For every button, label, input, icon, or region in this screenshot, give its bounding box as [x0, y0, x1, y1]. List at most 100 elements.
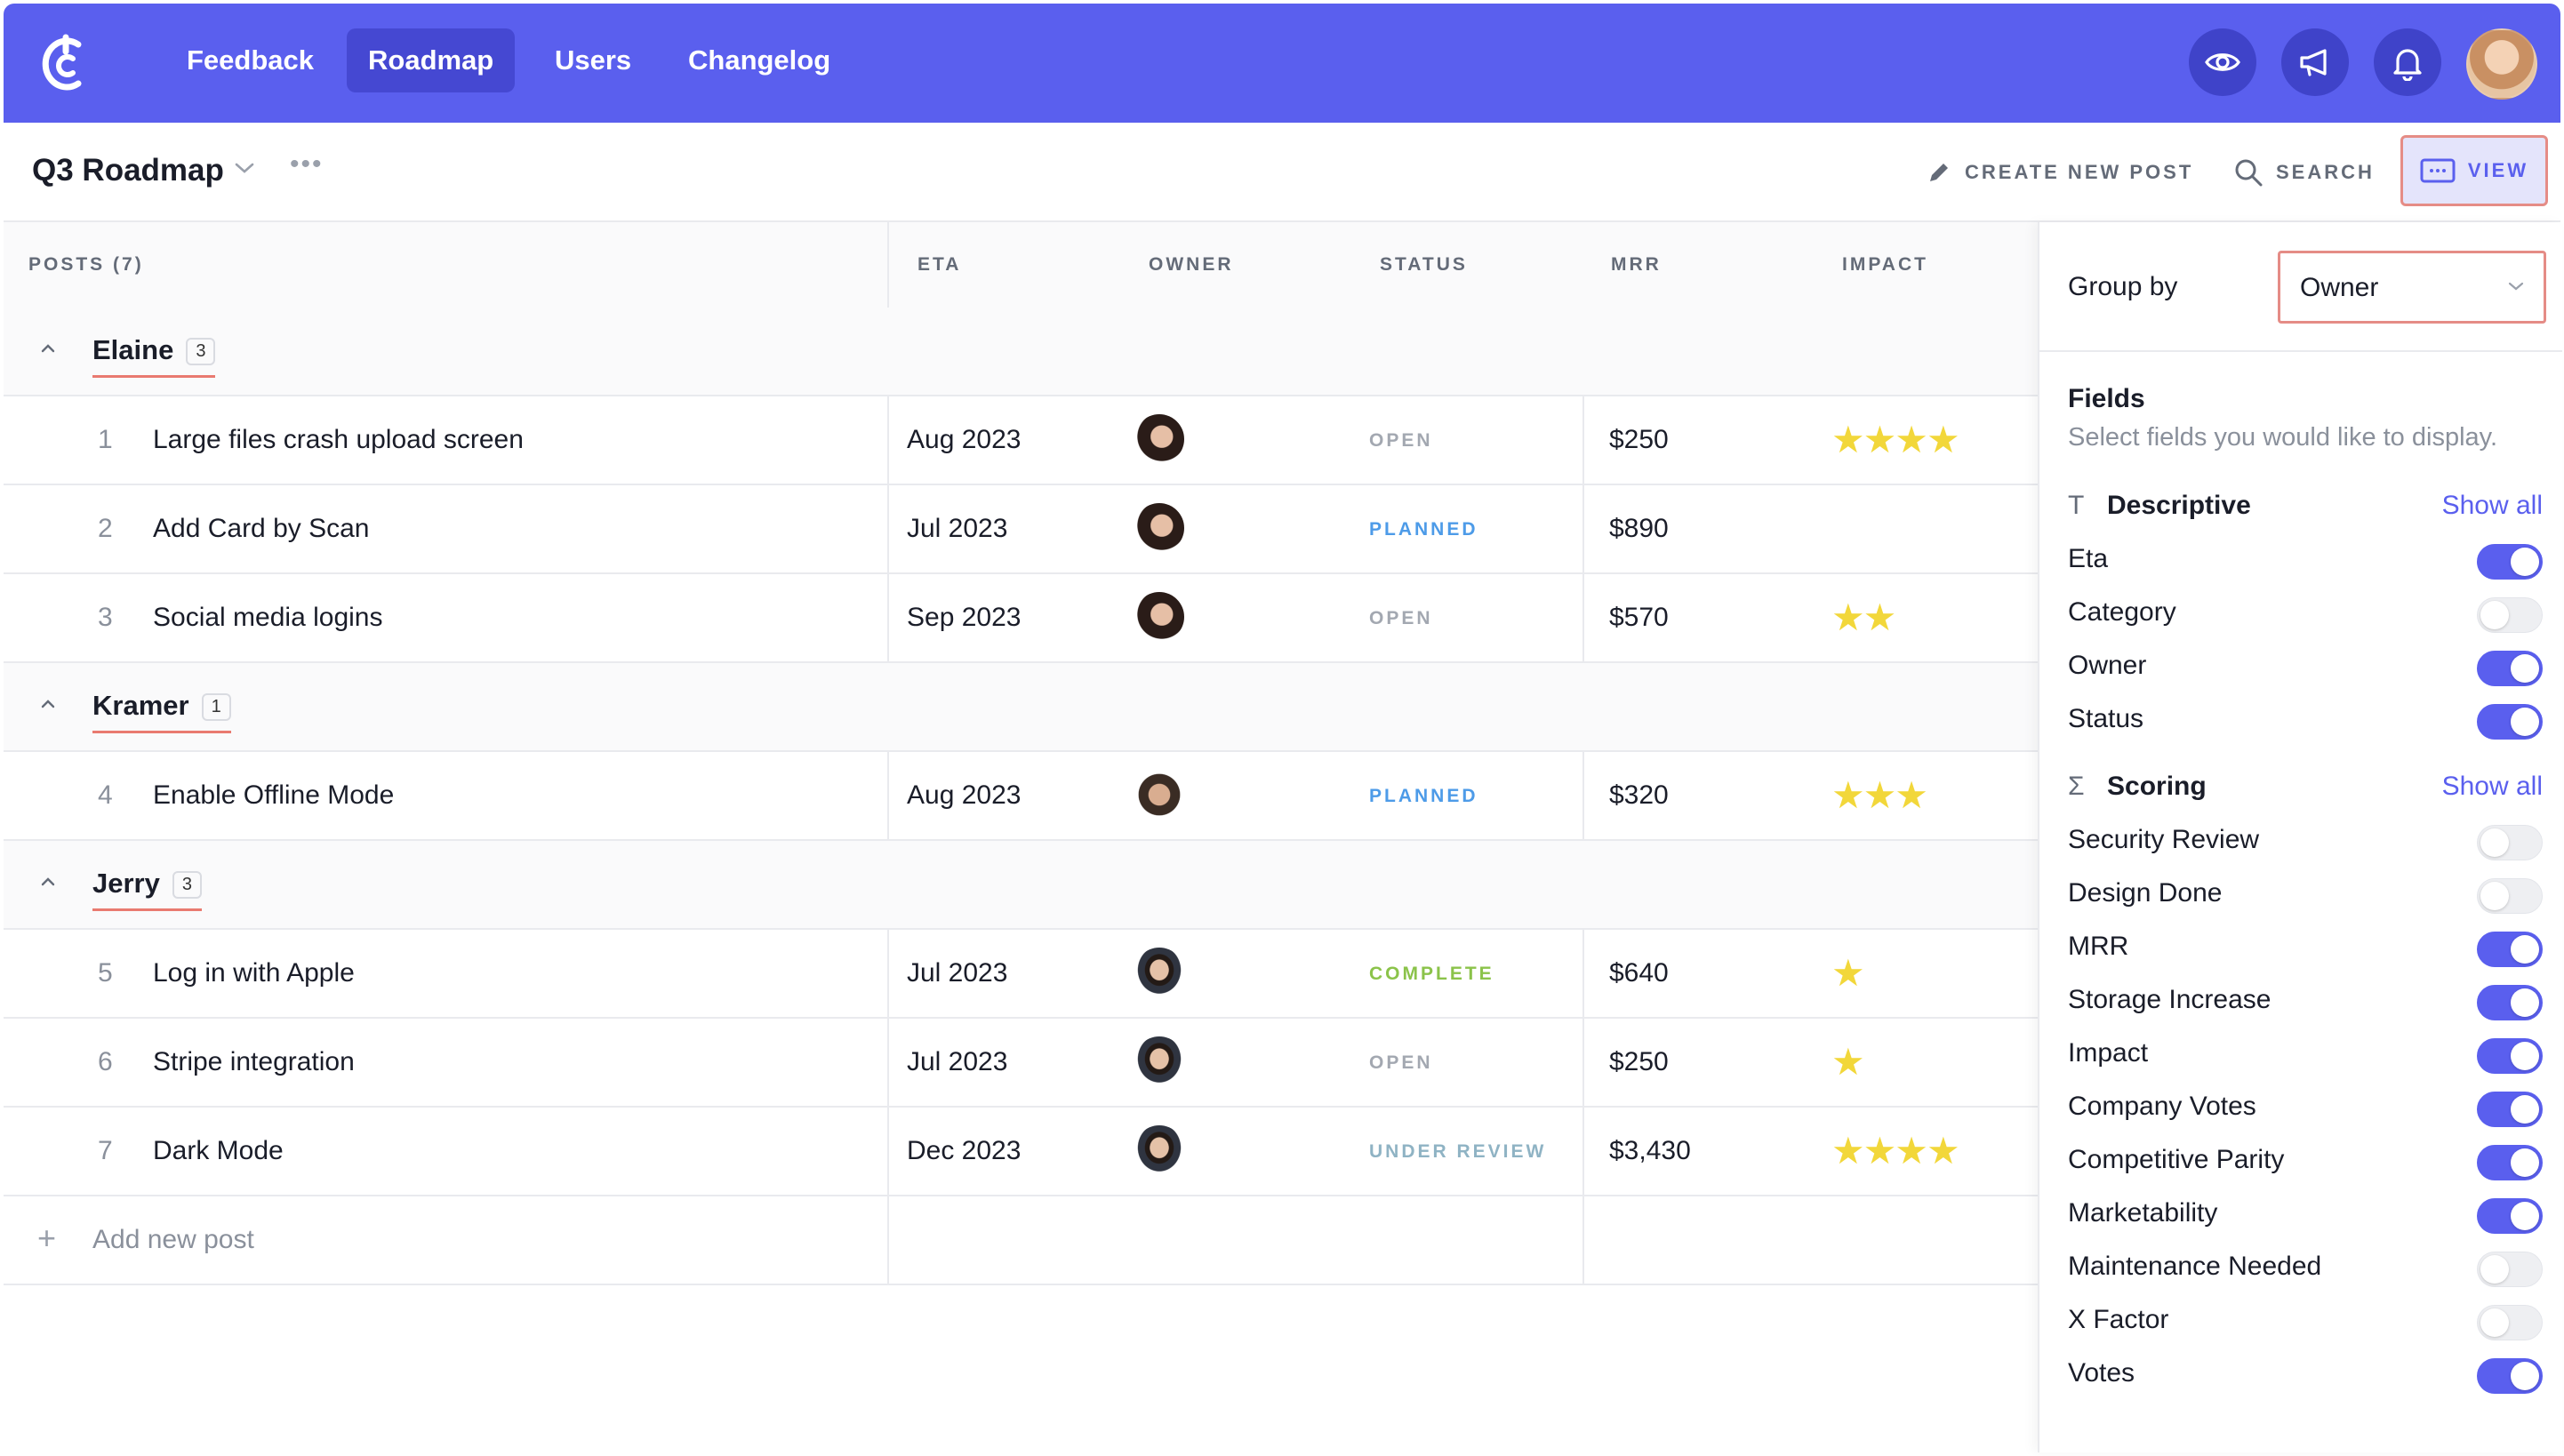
column-header-posts[interactable]: POSTS (7): [28, 254, 144, 275]
nav-users[interactable]: Users: [555, 44, 632, 76]
toggle-switch[interactable]: [2477, 597, 2543, 633]
chevron-up-icon[interactable]: [37, 697, 59, 711]
nav-roadmap[interactable]: Roadmap: [347, 28, 516, 92]
post-mrr[interactable]: $320: [1609, 780, 1669, 810]
search-button[interactable]: SEARCH: [2233, 153, 2375, 192]
owner-avatar[interactable]: [1134, 1125, 1184, 1175]
impact-stars[interactable]: ★★: [1831, 596, 1896, 638]
show-all-descriptive-link[interactable]: Show all: [2441, 491, 2543, 520]
column-header-mrr[interactable]: MRR: [1611, 254, 1662, 275]
owner-avatar[interactable]: [1134, 770, 1184, 820]
toggle-switch[interactable]: [2477, 985, 2543, 1020]
toggle-switch[interactable]: [2477, 651, 2543, 686]
status-badge[interactable]: UNDER REVIEW: [1369, 1141, 1547, 1162]
impact-stars[interactable]: ★: [1831, 1041, 1865, 1083]
canny-logo-icon[interactable]: [39, 32, 92, 96]
owner-avatar[interactable]: [1134, 592, 1184, 642]
more-options-icon[interactable]: •••: [290, 149, 324, 179]
table-row[interactable]: 4 Enable Offline Mode Aug 2023 PLANNED $…: [4, 752, 2038, 841]
toggle-switch[interactable]: [2477, 1038, 2543, 1074]
group-count-badge: 3: [172, 871, 202, 899]
toggle-switch[interactable]: [2477, 1252, 2543, 1287]
status-badge[interactable]: OPEN: [1369, 1052, 1433, 1073]
status-badge[interactable]: OPEN: [1369, 430, 1433, 451]
table-row[interactable]: 3 Social media logins Sep 2023 OPEN $570…: [4, 574, 2038, 663]
table-row[interactable]: 2 Add Card by Scan Jul 2023 PLANNED $890: [4, 485, 2038, 574]
post-eta[interactable]: Sep 2023: [907, 603, 1022, 632]
chevron-down-icon[interactable]: [233, 160, 256, 176]
toggle-switch[interactable]: [2477, 1305, 2543, 1340]
status-badge[interactable]: PLANNED: [1369, 519, 1478, 540]
post-title[interactable]: Dark Mode: [153, 1136, 284, 1165]
view-button[interactable]: VIEW: [2400, 135, 2548, 206]
toggle-switch[interactable]: [2477, 1198, 2543, 1234]
megaphone-icon-button[interactable]: [2281, 28, 2349, 96]
group-by-select[interactable]: Owner: [2278, 251, 2546, 324]
post-title[interactable]: Stripe integration: [153, 1047, 355, 1076]
post-mrr[interactable]: $250: [1609, 1047, 1669, 1076]
group-header-kramer[interactable]: Kramer 1: [4, 663, 2038, 752]
column-divider: [1582, 574, 1584, 661]
column-divider: [887, 485, 889, 572]
group-header-jerry[interactable]: Jerry 3: [4, 841, 2038, 930]
column-header-eta[interactable]: ETA: [917, 254, 962, 275]
post-title[interactable]: Large files crash upload screen: [153, 425, 524, 454]
toggle-switch[interactable]: [2477, 825, 2543, 860]
bell-icon-button[interactable]: [2374, 28, 2441, 96]
impact-stars[interactable]: ★★★★: [1831, 419, 1960, 460]
nav-changelog[interactable]: Changelog: [688, 44, 831, 76]
owner-avatar[interactable]: [1134, 1036, 1184, 1086]
post-title[interactable]: Add Card by Scan: [153, 514, 370, 543]
eye-icon-button[interactable]: [2189, 28, 2256, 96]
field-label: Company Votes: [2068, 1092, 2256, 1121]
user-avatar[interactable]: [2466, 28, 2537, 100]
table-row[interactable]: 5 Log in with Apple Jul 2023 COMPLETE $6…: [4, 930, 2038, 1019]
create-new-post-button[interactable]: CREATE NEW POST: [1926, 153, 2193, 192]
add-new-post-label[interactable]: Add new post: [92, 1225, 254, 1254]
post-mrr[interactable]: $250: [1609, 425, 1669, 454]
plus-icon[interactable]: +: [37, 1220, 57, 1256]
chevron-up-icon[interactable]: [37, 341, 59, 356]
toggle-switch[interactable]: [2477, 878, 2543, 914]
impact-stars[interactable]: ★★★: [1831, 774, 1928, 816]
post-mrr[interactable]: $890: [1609, 514, 1669, 543]
post-title[interactable]: Log in with Apple: [153, 958, 355, 988]
chevron-up-icon[interactable]: [37, 875, 59, 889]
owner-avatar[interactable]: [1134, 503, 1184, 553]
impact-stars[interactable]: ★★★★: [1831, 1130, 1960, 1172]
owner-avatar[interactable]: [1134, 414, 1184, 464]
post-eta[interactable]: Jul 2023: [907, 1047, 1008, 1076]
show-all-scoring-link[interactable]: Show all: [2441, 772, 2543, 801]
post-eta[interactable]: Dec 2023: [907, 1136, 1022, 1165]
column-header-status[interactable]: STATUS: [1380, 254, 1468, 275]
post-mrr[interactable]: $640: [1609, 958, 1669, 988]
toggle-switch[interactable]: [2477, 932, 2543, 967]
post-eta[interactable]: Jul 2023: [907, 958, 1008, 988]
page-title[interactable]: Q3 Roadmap: [32, 153, 224, 188]
nav-feedback[interactable]: Feedback: [187, 44, 315, 76]
add-new-post-row[interactable]: + Add new post: [4, 1196, 2038, 1285]
toggle-switch[interactable]: [2477, 1358, 2543, 1394]
toggle-switch[interactable]: [2477, 1092, 2543, 1127]
table-row[interactable]: 6 Stripe integration Jul 2023 OPEN $250 …: [4, 1019, 2038, 1108]
post-eta[interactable]: Aug 2023: [907, 780, 1022, 810]
owner-avatar[interactable]: [1134, 948, 1184, 997]
post-title[interactable]: Enable Offline Mode: [153, 780, 395, 810]
column-header-impact[interactable]: IMPACT: [1842, 254, 1928, 275]
table-row[interactable]: 7 Dark Mode Dec 2023 UNDER REVIEW $3,430…: [4, 1108, 2038, 1196]
status-badge[interactable]: COMPLETE: [1369, 964, 1494, 984]
toggle-switch[interactable]: [2477, 1145, 2543, 1180]
post-title[interactable]: Social media logins: [153, 603, 383, 632]
status-badge[interactable]: PLANNED: [1369, 786, 1478, 806]
status-badge[interactable]: OPEN: [1369, 608, 1433, 628]
post-mrr[interactable]: $570: [1609, 603, 1669, 632]
table-row[interactable]: 1 Large files crash upload screen Aug 20…: [4, 396, 2038, 485]
impact-stars[interactable]: ★: [1831, 952, 1865, 994]
post-mrr[interactable]: $3,430: [1609, 1136, 1691, 1165]
toggle-switch[interactable]: [2477, 544, 2543, 580]
post-eta[interactable]: Aug 2023: [907, 425, 1022, 454]
post-eta[interactable]: Jul 2023: [907, 514, 1008, 543]
group-header-elaine[interactable]: Elaine 3: [4, 308, 2038, 396]
toggle-switch[interactable]: [2477, 704, 2543, 740]
column-header-owner[interactable]: OWNER: [1149, 254, 1234, 275]
